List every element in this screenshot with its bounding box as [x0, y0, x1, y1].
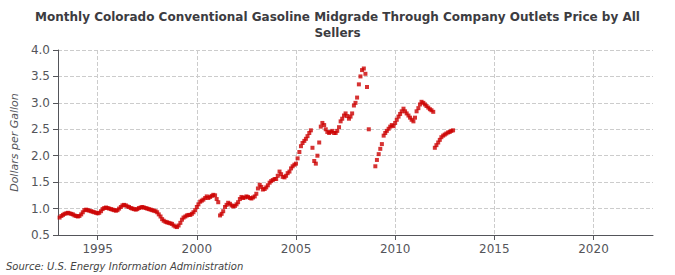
- svg-text:0.5: 0.5: [31, 228, 50, 242]
- svg-text:Source: U.S. Energy Informatio: Source: U.S. Energy Information Administ…: [6, 261, 243, 272]
- svg-text:1995: 1995: [82, 242, 113, 256]
- svg-text:1.5: 1.5: [31, 175, 50, 189]
- svg-text:Monthly Colorado Conventional: Monthly Colorado Conventional Gasoline M…: [35, 10, 640, 24]
- svg-text:3.5: 3.5: [31, 69, 50, 83]
- svg-text:1.0: 1.0: [31, 202, 50, 216]
- svg-text:3.0: 3.0: [31, 96, 50, 110]
- svg-text:2005: 2005: [281, 242, 312, 256]
- svg-text:2020: 2020: [578, 242, 609, 256]
- svg-text:2010: 2010: [380, 242, 411, 256]
- svg-text:2015: 2015: [479, 242, 510, 256]
- svg-text:Dollars per Gallon: Dollars per Gallon: [8, 93, 21, 192]
- svg-text:2000: 2000: [182, 242, 213, 256]
- svg-text:2.5: 2.5: [31, 122, 50, 136]
- svg-text:4.0: 4.0: [31, 43, 50, 57]
- svg-text:2.0: 2.0: [31, 149, 50, 163]
- svg-text:Sellers: Sellers: [314, 26, 360, 40]
